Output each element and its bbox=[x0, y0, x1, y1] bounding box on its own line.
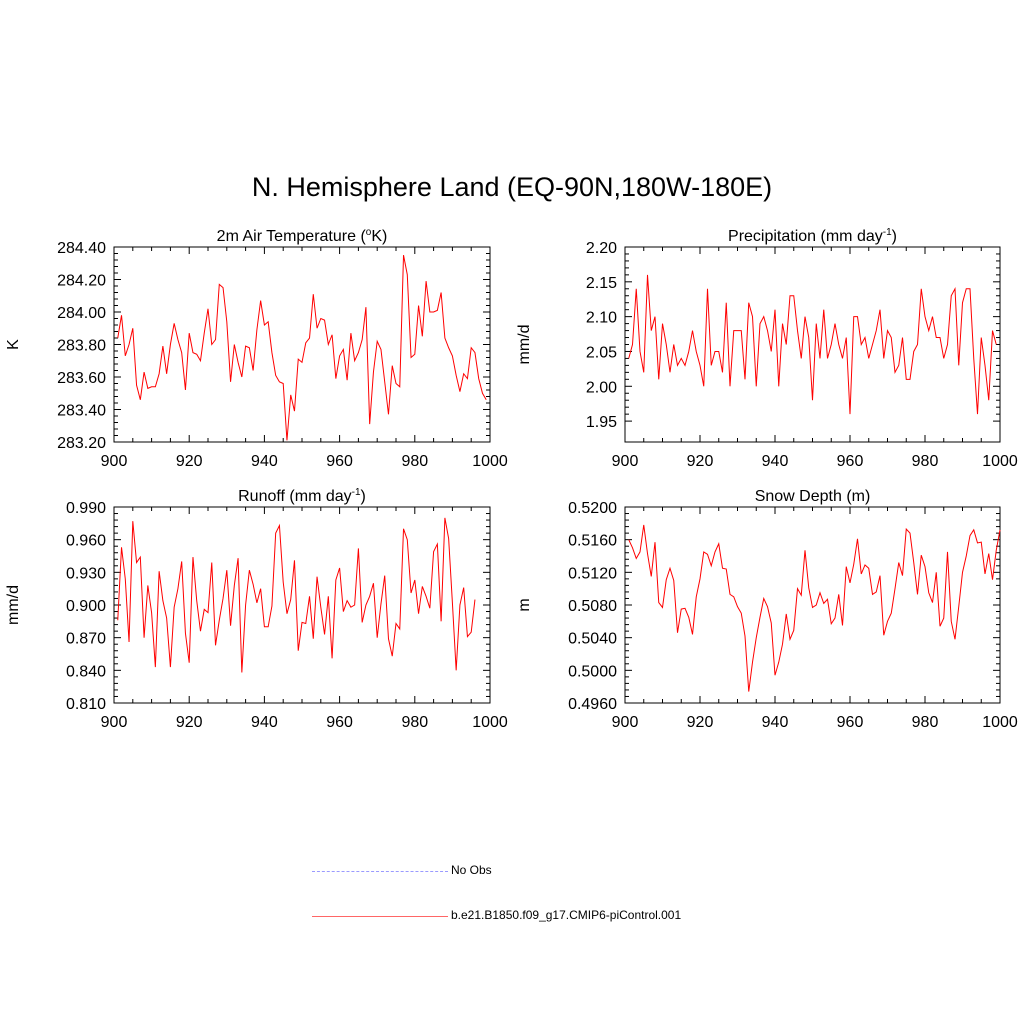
x-tick-label: 940 bbox=[762, 453, 789, 470]
plot-frame bbox=[113, 506, 491, 704]
x-tick-label: 940 bbox=[251, 714, 278, 731]
x-tick-label: 920 bbox=[176, 453, 203, 470]
x-tick-label: 980 bbox=[401, 714, 428, 731]
y-tick-label: 283.40 bbox=[57, 403, 106, 420]
y-tick-label: 0.990 bbox=[66, 500, 106, 517]
series-line bbox=[117, 255, 487, 441]
y-tick-label: 0.930 bbox=[66, 565, 106, 582]
x-tick-label: 940 bbox=[762, 714, 789, 731]
y-axis-label: mm/d bbox=[516, 325, 533, 365]
x-tick-label: 960 bbox=[837, 453, 864, 470]
y-tick-label: 283.80 bbox=[57, 338, 106, 355]
y-tick-label: 0.900 bbox=[66, 598, 106, 615]
y-tick-label: 0.810 bbox=[66, 696, 106, 713]
y-tick-label: 2.00 bbox=[586, 379, 617, 396]
x-tick-label: 960 bbox=[326, 714, 353, 731]
y-axis-label: K bbox=[5, 339, 22, 350]
y-tick-label: 2.15 bbox=[586, 275, 617, 292]
legend-line-dashed bbox=[312, 871, 448, 872]
x-tick-label: 980 bbox=[912, 714, 939, 731]
x-tick-label: 980 bbox=[912, 453, 939, 470]
x-tick-label: 940 bbox=[251, 453, 278, 470]
y-tick-label: 284.20 bbox=[57, 273, 106, 290]
x-tick-label: 920 bbox=[687, 453, 714, 470]
series-line bbox=[628, 274, 997, 415]
panel-title: Precipitation (mm day-1) bbox=[728, 227, 897, 245]
y-tick-label: 0.5160 bbox=[568, 533, 617, 550]
x-tick-label: 960 bbox=[326, 453, 353, 470]
y-tick-label: 284.40 bbox=[57, 240, 106, 257]
legend-label: b.e21.B1850.f09_g17.CMIP6-piControl.001 bbox=[451, 908, 682, 922]
x-tick-label: 900 bbox=[101, 453, 128, 470]
series-line bbox=[117, 517, 476, 673]
panel-title: Snow Depth (m) bbox=[755, 488, 871, 505]
y-tick-label: 1.95 bbox=[586, 414, 617, 431]
chart-panel-4: Snow Depth (m) m 900 920 940 960 980 1000 0.4960… bbox=[516, 488, 1018, 731]
panel-title: Runoff (mm day-1) bbox=[238, 487, 366, 505]
x-tick-label: 1000 bbox=[982, 453, 1018, 470]
series-line bbox=[628, 524, 1001, 692]
y-tick-label: 2.20 bbox=[586, 240, 617, 257]
x-tick-label: 980 bbox=[401, 453, 428, 470]
y-tick-label: 0.870 bbox=[66, 631, 106, 648]
x-tick-label: 1000 bbox=[472, 714, 508, 731]
chart-panel-2: Precipitation (mm day-1) mm/d 900 920 940 960… bbox=[516, 227, 1018, 470]
y-tick-label: 0.5120 bbox=[568, 565, 617, 582]
chart-panel-3: Runoff (mm day-1) mm/d 900 920 940 960 980 1000… bbox=[5, 487, 508, 731]
y-tick-label: 0.840 bbox=[66, 663, 106, 680]
y-tick-label: 284.00 bbox=[57, 305, 106, 322]
figure-title: N. Hemisphere Land (EQ-90N,180W-180E) bbox=[251, 172, 773, 202]
x-tick-label: 1000 bbox=[472, 453, 508, 470]
y-axis-label: mm/d bbox=[5, 585, 22, 625]
y-tick-label: 2.10 bbox=[586, 310, 617, 327]
y-tick-label: 2.05 bbox=[586, 344, 617, 361]
y-tick-label: 0.960 bbox=[66, 533, 106, 550]
legend-label: No Obs bbox=[451, 863, 492, 877]
x-tick-label: 920 bbox=[687, 714, 714, 731]
y-axis-label: m bbox=[516, 598, 533, 611]
x-tick-label: 900 bbox=[101, 714, 128, 731]
y-tick-label: 283.60 bbox=[57, 370, 106, 387]
y-tick-label: 0.4960 bbox=[568, 696, 617, 713]
x-tick-label: 900 bbox=[612, 453, 639, 470]
y-tick-label: 0.5040 bbox=[568, 631, 617, 648]
legend-line-solid bbox=[312, 916, 448, 917]
y-tick-label: 283.20 bbox=[57, 435, 106, 452]
panel-title: 2m Air Temperature (oK) bbox=[217, 227, 388, 245]
y-tick-label: 0.5000 bbox=[568, 663, 617, 680]
x-tick-label: 960 bbox=[837, 714, 864, 731]
y-tick-label: 0.5080 bbox=[568, 598, 617, 615]
x-tick-label: 920 bbox=[176, 714, 203, 731]
x-tick-label: 1000 bbox=[982, 714, 1018, 731]
x-tick-label: 900 bbox=[612, 714, 639, 731]
chart-panel-1: 2m Air Temperature (oK) K 900 920 940 960 980 1… bbox=[5, 227, 508, 470]
plot-frame bbox=[624, 246, 1001, 443]
y-tick-label: 0.5200 bbox=[568, 500, 617, 517]
